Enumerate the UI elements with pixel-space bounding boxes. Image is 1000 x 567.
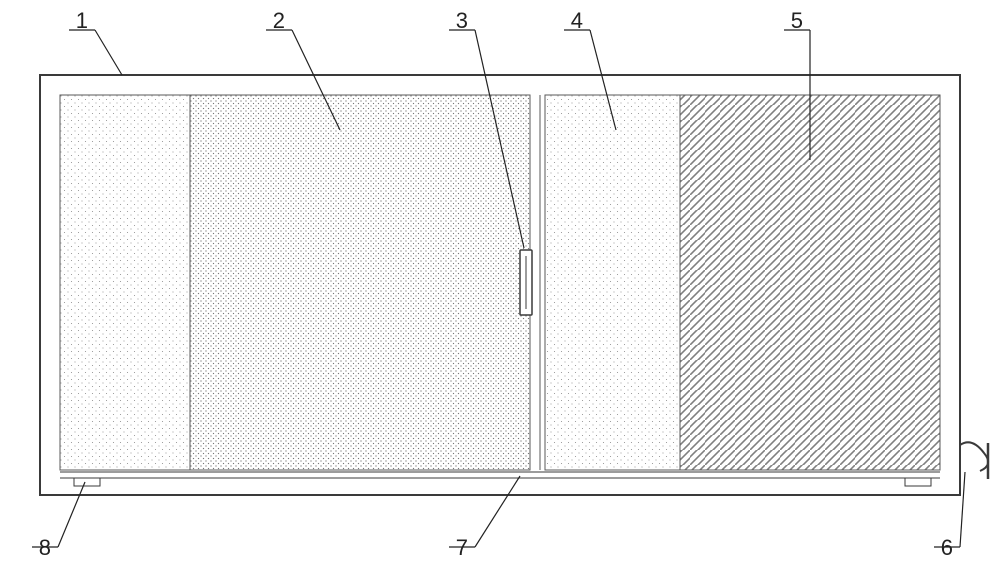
cord: [960, 442, 988, 471]
panel-middle-large: [190, 95, 530, 470]
callout-label-6: 6: [941, 535, 953, 560]
roller-left: [74, 478, 100, 486]
callout-1: 1: [69, 8, 122, 75]
callout-label-2: 2: [273, 8, 285, 33]
diagram-root: 1 2 3 4 5 6 7 8: [0, 0, 1000, 567]
callout-label-3: 3: [456, 8, 468, 33]
callout-label-8: 8: [39, 535, 51, 560]
panel-left-small: [60, 95, 190, 470]
panel-right-small: [545, 95, 680, 470]
callout-label-4: 4: [571, 8, 583, 33]
callout-label-7: 7: [456, 535, 468, 560]
callout-label-5: 5: [791, 8, 803, 33]
roller-right: [905, 478, 931, 486]
callout-label-1: 1: [76, 8, 88, 33]
